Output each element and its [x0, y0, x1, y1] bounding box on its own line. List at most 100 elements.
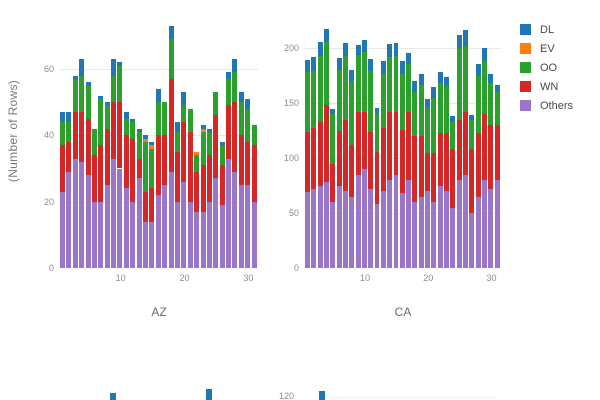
- bar-segment-dl[interactable]: [66, 112, 72, 123]
- bar-segment-wn[interactable]: [387, 112, 393, 181]
- bar-segment-oo[interactable]: [162, 102, 168, 136]
- bar-segment-others[interactable]: [475, 196, 481, 268]
- bar-segment-wn[interactable]: [181, 122, 187, 182]
- bar-segment-wn[interactable]: [494, 125, 500, 181]
- bar-segment-wn[interactable]: [149, 188, 155, 222]
- bar-segment-wn[interactable]: [418, 136, 424, 197]
- bar-segment-oo[interactable]: [60, 122, 65, 146]
- bar-segment-dl[interactable]: [380, 61, 386, 74]
- bar-segment-oo[interactable]: [418, 84, 424, 137]
- bar-segment-dl[interactable]: [406, 52, 412, 64]
- bar-segment-dl[interactable]: [412, 81, 418, 93]
- bar-segment-others[interactable]: [60, 191, 65, 268]
- bar-segment-dl[interactable]: [368, 59, 374, 72]
- bar-segment-others[interactable]: [361, 169, 367, 268]
- bar-segment-dl[interactable]: [219, 141, 225, 146]
- partial-bar-segment-dl[interactable]: [110, 393, 116, 400]
- bar-segment-oo[interactable]: [213, 92, 219, 116]
- bar-segment-oo[interactable]: [143, 141, 149, 192]
- bar-segment-oo[interactable]: [374, 113, 380, 152]
- bar-segment-oo[interactable]: [66, 122, 72, 142]
- bar-segment-dl[interactable]: [418, 73, 424, 85]
- bar-segment-dl[interactable]: [482, 48, 487, 62]
- bar-segment-others[interactable]: [130, 201, 136, 268]
- bar-segment-others[interactable]: [98, 201, 104, 268]
- bar-segment-oo[interactable]: [226, 78, 232, 106]
- legend-item-others[interactable]: Others: [520, 96, 573, 115]
- bar-segment-oo[interactable]: [206, 132, 212, 156]
- bar-segment-oo[interactable]: [187, 108, 193, 132]
- bar-segment-oo[interactable]: [130, 122, 136, 139]
- bar-segment-oo[interactable]: [200, 132, 206, 166]
- bar-segment-wn[interactable]: [393, 112, 399, 175]
- bar-segment-dl[interactable]: [72, 75, 78, 79]
- bar-segment-dl[interactable]: [469, 115, 475, 120]
- bar-segment-dl[interactable]: [437, 72, 443, 84]
- bar-segment-oo[interactable]: [251, 125, 257, 146]
- bar-segment-wn[interactable]: [463, 112, 468, 175]
- bar-segment-wn[interactable]: [399, 129, 405, 194]
- bar-segment-wn[interactable]: [85, 118, 91, 176]
- bar-segment-others[interactable]: [380, 191, 386, 268]
- bar-segment-others[interactable]: [79, 161, 85, 268]
- bar-segment-others[interactable]: [104, 185, 110, 268]
- bar-segment-wn[interactable]: [317, 121, 323, 186]
- bar-segment-others[interactable]: [219, 204, 225, 268]
- bar-segment-dl[interactable]: [330, 108, 336, 115]
- bar-segment-dl[interactable]: [79, 59, 85, 76]
- bar-segment-wn[interactable]: [130, 138, 136, 202]
- bar-segment-oo[interactable]: [79, 75, 85, 113]
- bar-segment-others[interactable]: [450, 207, 456, 268]
- bar-segment-oo[interactable]: [425, 106, 431, 153]
- bar-segment-oo[interactable]: [368, 71, 374, 132]
- bar-segment-others[interactable]: [174, 201, 180, 268]
- bar-segment-wn[interactable]: [194, 171, 200, 212]
- bar-segment-oo[interactable]: [342, 55, 348, 120]
- bar-segment-wn[interactable]: [431, 152, 437, 203]
- bar-segment-oo[interactable]: [232, 72, 238, 103]
- bar-segment-others[interactable]: [323, 182, 329, 268]
- bar-segment-ev[interactable]: [200, 128, 206, 132]
- bar-segment-others[interactable]: [213, 178, 219, 268]
- bar-segment-dl[interactable]: [393, 42, 399, 56]
- bar-segment-oo[interactable]: [355, 54, 361, 112]
- bar-segment-wn[interactable]: [368, 131, 374, 189]
- bar-segment-oo[interactable]: [194, 155, 200, 172]
- bar-segment-dl[interactable]: [305, 60, 310, 73]
- bar-segment-dl[interactable]: [232, 59, 238, 73]
- bar-segment-wn[interactable]: [66, 141, 72, 172]
- bar-segment-others[interactable]: [238, 185, 244, 268]
- bar-segment-wn[interactable]: [323, 105, 329, 183]
- bar-segment-dl[interactable]: [342, 42, 348, 56]
- bar-segment-dl[interactable]: [111, 59, 117, 76]
- bar-segment-oo[interactable]: [149, 148, 155, 189]
- bar-segment-oo[interactable]: [305, 72, 310, 132]
- bar-segment-wn[interactable]: [330, 163, 336, 203]
- bar-segment-oo[interactable]: [117, 65, 123, 103]
- bar-segment-wn[interactable]: [469, 149, 475, 214]
- bar-segment-dl[interactable]: [450, 116, 456, 122]
- bar-segment-wn[interactable]: [117, 102, 123, 169]
- bar-segment-wn[interactable]: [251, 145, 257, 202]
- bar-segment-dl[interactable]: [174, 122, 180, 132]
- bar-segment-wn[interactable]: [444, 132, 450, 192]
- bar-segment-others[interactable]: [418, 196, 424, 268]
- bar-segment-wn[interactable]: [412, 136, 418, 203]
- bar-segment-others[interactable]: [187, 201, 193, 268]
- bar-segment-wn[interactable]: [380, 128, 386, 192]
- bar-segment-wn[interactable]: [187, 132, 193, 202]
- bar-segment-dl[interactable]: [98, 95, 104, 99]
- bar-segment-others[interactable]: [368, 188, 374, 268]
- bar-segment-dl[interactable]: [349, 70, 355, 82]
- bar-segment-dl[interactable]: [238, 92, 244, 103]
- bar-segment-wn[interactable]: [162, 135, 168, 186]
- bar-segment-others[interactable]: [342, 191, 348, 268]
- bar-segment-others[interactable]: [393, 174, 399, 268]
- bar-segment-dl[interactable]: [374, 107, 380, 114]
- bar-segment-others[interactable]: [162, 185, 168, 268]
- bar-segment-wn[interactable]: [425, 152, 431, 192]
- bar-segment-wn[interactable]: [456, 119, 462, 181]
- bar-segment-others[interactable]: [168, 171, 174, 268]
- bar-segment-wn[interactable]: [361, 112, 367, 170]
- bar-segment-wn[interactable]: [488, 125, 494, 189]
